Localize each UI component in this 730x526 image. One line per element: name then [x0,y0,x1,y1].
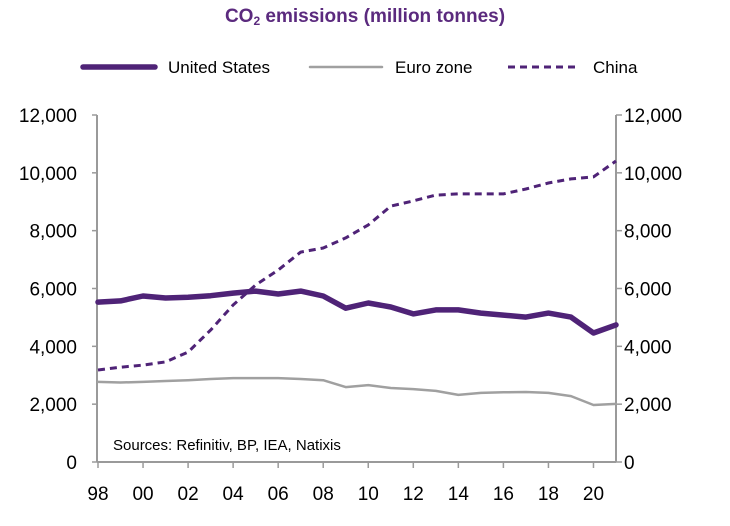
x-tick-label: 06 [268,484,289,505]
x-tick-label: 12 [403,484,424,505]
x-tick-label: 00 [132,484,153,505]
legend-label-united-states: United States [168,58,270,77]
y-tick-label-left: 4,000 [29,337,77,358]
y-tick-label-left: 12,000 [19,106,77,127]
legend-label-euro-zone: Euro zone [395,58,473,77]
y-tick-label-right: 4,000 [624,337,672,358]
y-tick-label-left: 0 [66,453,77,474]
x-tick-label: 10 [358,484,379,505]
legend-label-china: China [593,58,638,77]
x-tick-label: 98 [87,484,108,505]
x-tick-label: 18 [538,484,559,505]
y-tick-label-right: 0 [624,453,635,474]
series-line-united-states [95,288,619,336]
y-tick-label-left: 6,000 [29,280,77,301]
series-group [95,159,619,407]
chart-title-rest: emissions (million tonnes) [260,6,506,27]
y-tick-label-right: 8,000 [624,222,672,243]
y-tick-label-left: 8,000 [29,222,77,243]
x-tick-label: 14 [448,484,470,505]
y-tick-label-left: 10,000 [19,164,77,185]
chart-title-subscript: 2 [253,14,261,28]
x-tick-label: 08 [313,484,334,505]
x-tick-label: 20 [583,484,604,505]
y-tick-label-right: 10,000 [624,164,682,185]
series-line-euro-zone [96,376,618,407]
x-tick-label: 02 [178,484,199,505]
y-tick-label-right: 6,000 [624,280,672,301]
source-annotation: Sources: Refinitiv, BP, IEA, Natixis [113,437,341,454]
y-tick-label-left: 2,000 [29,395,77,416]
legend: United States Euro zone China [80,58,638,77]
x-tick-label: 04 [223,484,245,505]
chart-title: CO2 emissions (million tonnes) [0,6,730,28]
y-tick-label-right: 12,000 [624,106,682,127]
y-tick-label-right: 2,000 [624,395,672,416]
series-line-china [97,159,617,372]
chart-title-main: CO [224,6,254,27]
x-tick-label: 16 [493,484,514,505]
